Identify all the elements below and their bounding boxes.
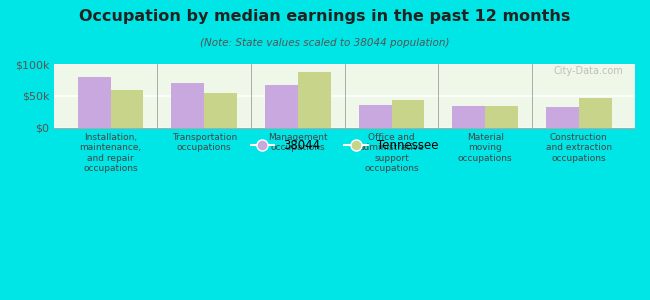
Bar	[578, 98, 612, 128]
Bar	[265, 85, 298, 128]
Text: (Note: State values scaled to 38044 population): (Note: State values scaled to 38044 popu…	[200, 38, 450, 47]
Text: Occupation by median earnings in the past 12 months: Occupation by median earnings in the pas…	[79, 9, 571, 24]
Bar	[78, 77, 111, 128]
Bar	[298, 72, 331, 128]
Bar	[391, 100, 424, 128]
Bar	[485, 106, 518, 128]
Bar	[546, 107, 578, 128]
Bar	[111, 89, 144, 128]
Legend: 38044, Tennessee: 38044, Tennessee	[246, 135, 443, 157]
Bar	[452, 106, 485, 128]
Text: City-Data.com: City-Data.com	[554, 66, 623, 76]
Bar	[172, 83, 204, 128]
Bar	[204, 93, 237, 128]
Bar	[359, 105, 391, 128]
